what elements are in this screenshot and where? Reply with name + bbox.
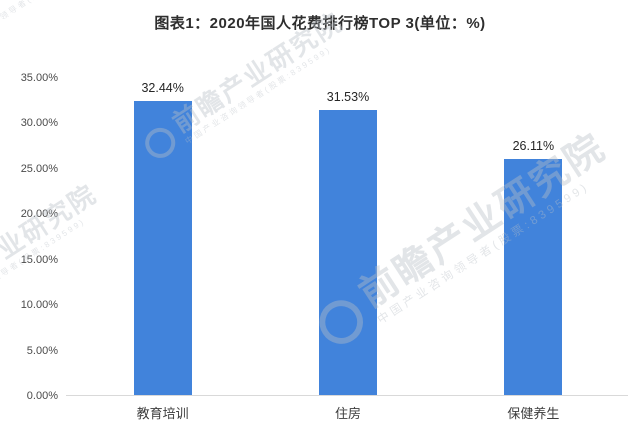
bar-教育培训 [133, 101, 192, 396]
chart-title: 图表1：2020年国人花费排行榜TOP 3(单位：%) [154, 15, 486, 32]
y-tick-label: 15.00% [20, 253, 58, 266]
bar-value-label: 26.11% [512, 138, 555, 153]
x-category-label: 住房 [334, 406, 361, 421]
bar-住房 [319, 109, 377, 396]
y-tick-label: 25.00% [20, 162, 58, 175]
bar-保健养生 [504, 158, 563, 396]
y-tick-label: 20.00% [20, 208, 58, 221]
bar-value-label: 32.44% [141, 81, 184, 96]
y-tick-label: 30.00% [20, 117, 58, 130]
y-tick-label: 0.00% [26, 390, 58, 402]
y-tick-label: 5.00% [26, 344, 58, 357]
x-category-label: 教育培训 [136, 406, 189, 421]
x-category-label: 保健养生 [507, 406, 560, 421]
bar-value-label: 31.53% [326, 89, 370, 104]
y-tick-label: 10.00% [20, 299, 58, 312]
y-tick-label: 35.00% [20, 72, 58, 84]
x-axis-line [66, 395, 628, 396]
